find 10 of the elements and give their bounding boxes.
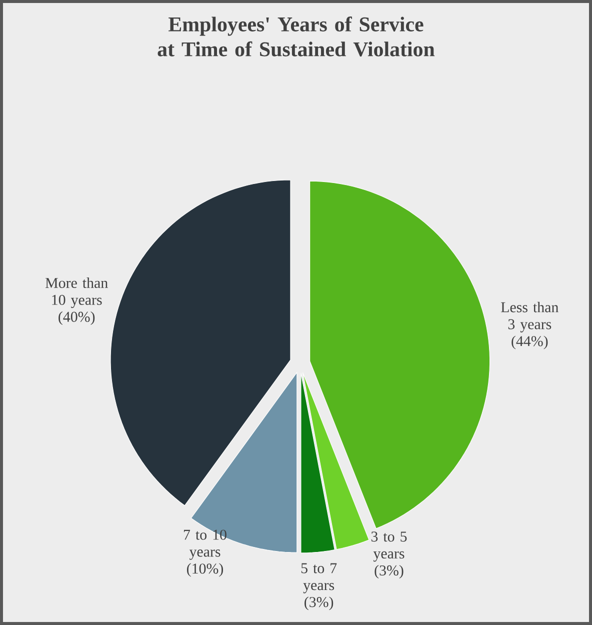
data-label: (3%) (304, 596, 334, 610)
slice-label: 3 to 5 years (371, 532, 407, 562)
slice-label: 5 to 7 years (301, 563, 337, 594)
slice-label: Less than 3 years (501, 302, 558, 332)
data-label: (44%) (512, 336, 548, 350)
data-label: (40%) (58, 311, 95, 325)
chart-title: Employees' Years of Service at Time of Sustained Violation (158, 16, 435, 56)
data-label: (3%) (374, 564, 404, 579)
slice-label: More than 10 years (45, 277, 108, 308)
data-label: (10%) (186, 563, 224, 577)
